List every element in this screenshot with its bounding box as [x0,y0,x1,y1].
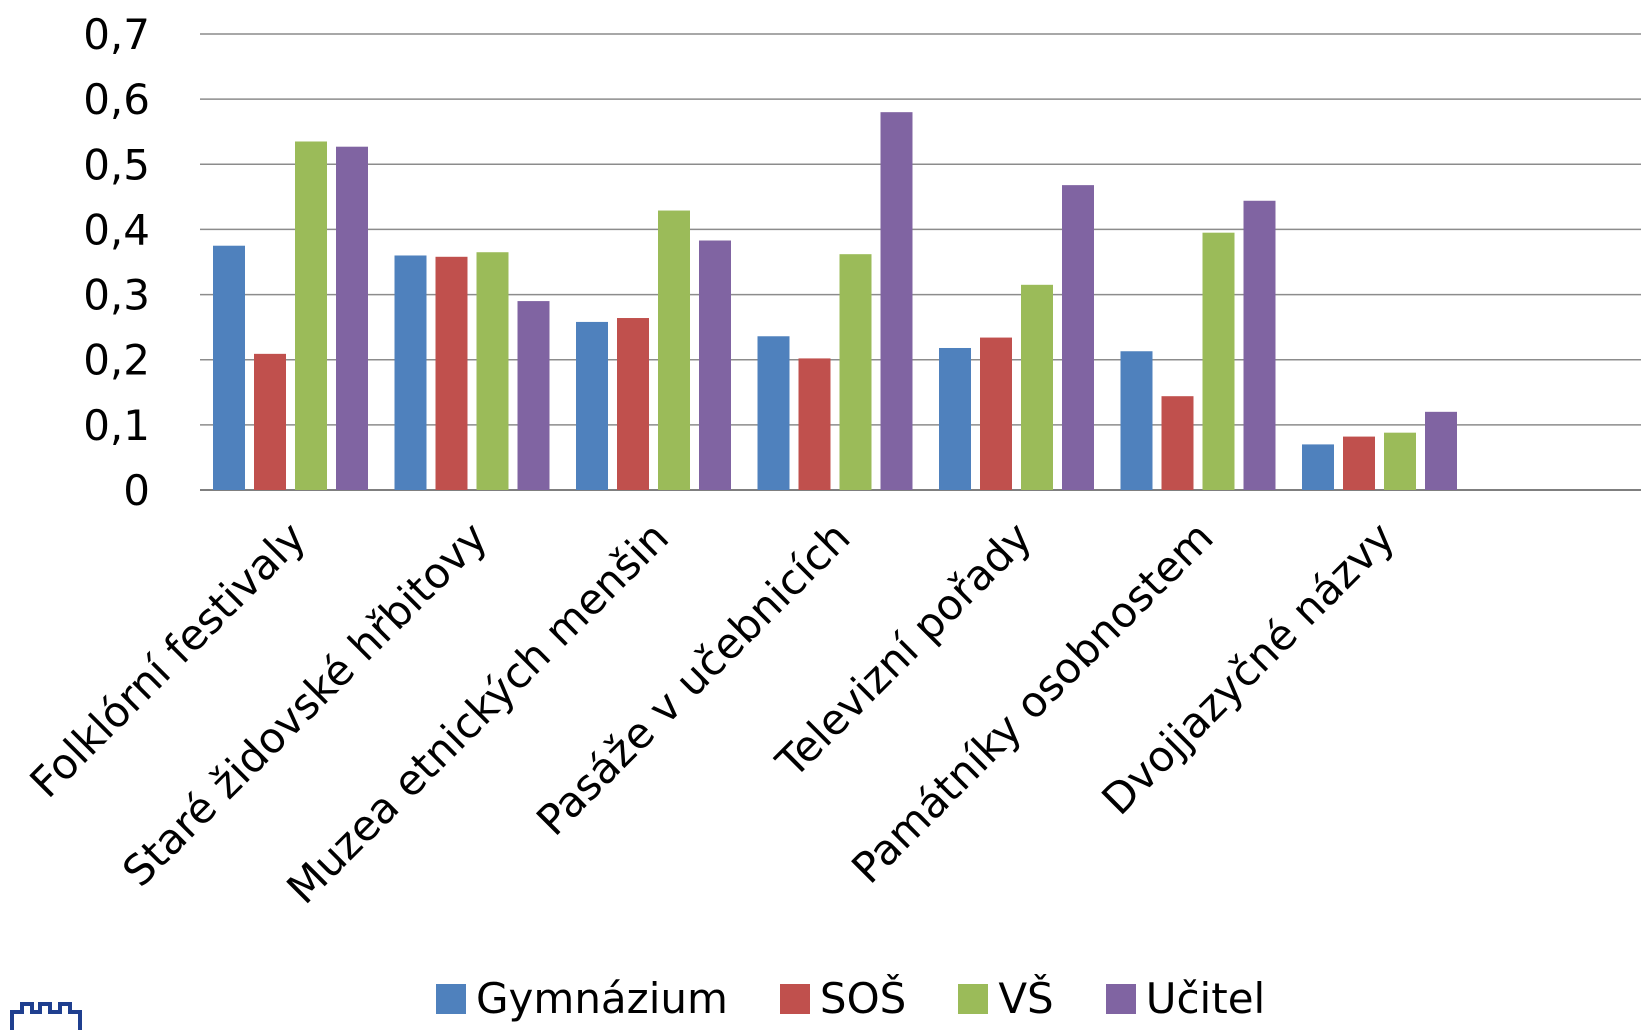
legend-item-vs: VŠ [958,974,1054,1023]
legend-swatch-gymnazium [436,984,466,1014]
legend-swatch-ucitel [1105,984,1136,1014]
legend-label-vs: VŠ [998,974,1054,1023]
legend: Gymnázium SOŠ VŠ Učitel [436,978,1317,1020]
y-tick-label: 0,6 [83,75,150,124]
legend-label-sos: SOŠ [819,974,907,1023]
bar-0-5 [1120,351,1153,490]
bar-1-6 [1343,436,1375,490]
bar-3-5 [1243,200,1276,490]
y-tick-label: 0,1 [83,401,150,450]
legend-item-gymnazium: Gymnázium [436,978,728,1020]
bar-2-1 [476,252,509,490]
bar-2-4 [1021,284,1053,490]
bar-0-3 [757,336,790,490]
bar-2-5 [1202,232,1235,490]
bar-0-0 [213,245,245,490]
bar-2-0 [295,141,327,490]
x-tick-label: Pasáže v učebnicích [527,512,859,844]
bar-1-3 [798,358,831,490]
bar-3-6 [1425,411,1457,490]
bar-2-3 [839,254,872,490]
bar-3-2 [699,240,731,490]
legend-label-gymnazium: Gymnázium [476,974,728,1023]
legend-item-ucitel: Učitel [1105,974,1266,1023]
bar-2-2 [658,210,690,490]
legend-swatch-sos [779,984,810,1014]
bar-1-1 [435,256,468,490]
bar-3-0 [336,146,368,490]
bar-1-2 [617,318,649,490]
legend-item-sos: SOŠ [779,974,907,1023]
x-tick-label: Dvojjazyčné názvy [1092,512,1404,824]
legend-label-ucitel: Učitel [1145,974,1266,1023]
bar-3-1 [517,301,550,490]
bar-1-4 [980,337,1012,490]
bar-0-1 [394,255,427,490]
y-tick-label: 0,4 [83,205,150,254]
logo-icon [10,1002,82,1030]
bar-3-3 [880,112,913,491]
x-tick-label: Staré židovské hřbitovy [113,512,496,895]
bar-1-5 [1161,396,1194,490]
y-tick-label: 0,5 [83,140,150,189]
bar-0-4 [939,347,971,490]
legend-swatch-vs [958,984,989,1014]
bar-1-0 [254,353,286,490]
y-tick-label: 0,7 [83,10,150,59]
y-tick-label: 0 [123,466,150,515]
bar-3-4 [1062,185,1094,491]
y-tick-label: 0,3 [83,271,150,320]
bar-0-6 [1302,444,1334,490]
y-tick-label: 0,2 [83,336,150,385]
x-tick-label: Muzea etnických menšin [277,512,678,913]
x-tick-label: Památníky osobnostem [842,512,1222,892]
bar-0-2 [576,321,608,490]
bar-2-6 [1384,432,1416,490]
